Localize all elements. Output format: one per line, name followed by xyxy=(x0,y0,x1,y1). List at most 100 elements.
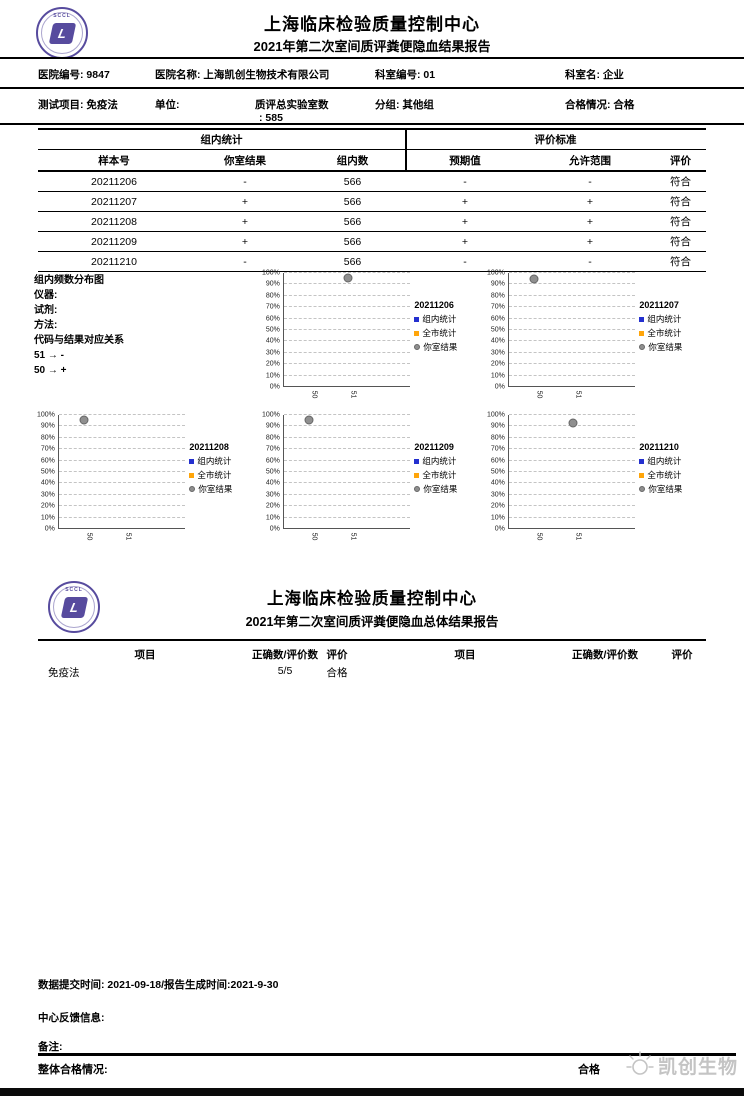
y-tick-label: 20% xyxy=(265,360,280,368)
col-sample-no: 样本号 xyxy=(98,154,130,167)
legend-item: 你室结果 xyxy=(189,483,259,495)
y-tick-label: 70% xyxy=(40,445,55,453)
dept-name-label: 科室名: xyxy=(565,69,600,81)
y-tick-label: 10% xyxy=(490,372,505,380)
gridline xyxy=(508,317,636,319)
table-cell: - xyxy=(588,175,592,188)
legend-marker-icon xyxy=(639,486,646,492)
page-bottom-bar xyxy=(0,1088,744,1096)
legend-label: 全市统计 xyxy=(422,470,457,480)
y-tick-label: 60% xyxy=(490,315,505,323)
group-value: 其他组 xyxy=(402,99,434,111)
table-row: 20211206 - 566 - - 符合 xyxy=(38,172,706,192)
legend-label: 全市统计 xyxy=(197,470,232,480)
y-tick-label: 30% xyxy=(490,349,505,357)
total-labs-value: : 585 xyxy=(259,112,283,124)
table-row: 20211208 +566 + + 符合 xyxy=(38,212,706,232)
report2-subtitle: 2021年第二次室间质评粪便隐血总体结果报告 xyxy=(245,615,499,629)
gridline xyxy=(283,363,411,365)
legend-label: 组内统计 xyxy=(647,456,682,466)
x-tick-label: 50 xyxy=(535,532,543,541)
center-feedback-label: 中心反馈信息: xyxy=(38,1012,105,1024)
gridline xyxy=(283,386,411,387)
y-tick-label: 80% xyxy=(40,434,55,442)
unit-label: 单位: xyxy=(155,99,180,111)
gridline xyxy=(283,459,411,461)
legend-item: 组内统计 xyxy=(414,455,484,467)
hospital-info-table: 医院编号: 9847 医院名称: 上海凯创生物技术有限公司 科室编号: 01 科… xyxy=(0,57,744,125)
col-expected: 预期值 xyxy=(449,154,481,167)
gridline xyxy=(58,505,186,507)
col-your-result: 你室结果 xyxy=(224,154,266,167)
y-tick-label: 20% xyxy=(490,360,505,368)
gridline xyxy=(508,351,636,353)
y-tick-label: 20% xyxy=(40,502,55,510)
legend-label: 全市统计 xyxy=(422,328,457,338)
your-lab-result-marker xyxy=(568,418,578,428)
table-cell: - xyxy=(243,255,247,268)
legend-item: 你室结果 xyxy=(639,341,709,353)
table-cell: + xyxy=(586,215,594,228)
r2-col-item-2: 项目 xyxy=(454,649,476,661)
gridline xyxy=(508,294,636,296)
y-tick-label: 100% xyxy=(261,269,280,277)
org-seal-logo: SCCL L xyxy=(48,581,100,633)
legend-item: 组内统计 xyxy=(414,313,484,325)
legend-swatch-icon xyxy=(414,472,420,478)
y-tick-label: 60% xyxy=(265,315,280,323)
gridline xyxy=(58,448,186,450)
gridline xyxy=(508,340,636,342)
chart-legend: 20211207 组内统计全市统计你室结果 xyxy=(639,273,709,413)
plot-area: 50 51 xyxy=(507,414,636,540)
reagent-label: 试剂: xyxy=(34,305,58,316)
legend-item: 组内统计 xyxy=(639,313,709,325)
test-item-value: 免疫法 xyxy=(86,99,118,111)
gridline xyxy=(283,471,411,472)
table-row: 20211210 - 566 - - 符合 xyxy=(38,252,706,272)
gridline xyxy=(283,283,411,285)
results-table: 组内统计 评价标准 样本号 你室结果 组内数 预期值 允许范围 评价 20211… xyxy=(38,128,706,272)
table-cell: 20211208 xyxy=(91,215,137,228)
gridline xyxy=(508,471,636,472)
gridline xyxy=(508,516,636,518)
legend-swatch-icon xyxy=(639,330,645,336)
dept-no-label: 科室编号: xyxy=(375,69,421,81)
gridline xyxy=(508,374,636,376)
y-axis: 0% 10% 20% 30% 40% 50% 60% 70% 80% 90% 100% xyxy=(484,270,508,391)
gridline xyxy=(283,294,411,296)
y-tick-label: 10% xyxy=(265,514,280,522)
legend-item: 全市统计 xyxy=(414,327,484,339)
gridline xyxy=(508,363,636,365)
y-tick-label: 40% xyxy=(265,479,280,487)
table-cell: 符合 xyxy=(670,196,691,208)
legend-swatch-icon xyxy=(639,458,645,464)
plot-area: 50 51 xyxy=(507,272,636,398)
group-header-row: 组内统计 评价标准 xyxy=(38,130,706,150)
r2-col-item-1: 项目 xyxy=(134,649,156,661)
seal-top-text: SCCL xyxy=(65,587,83,593)
table-cell: 符合 xyxy=(670,216,691,228)
table-row: 20211207 +566 + + 符合 xyxy=(38,192,706,212)
legend-item: 你室结果 xyxy=(639,483,709,495)
y-tick-label: 20% xyxy=(490,502,505,510)
legend-item: 组内统计 xyxy=(639,455,709,467)
test-item-field: 测试项目: 免疫法 xyxy=(38,97,118,112)
y-axis: 0% 10% 20% 30% 40% 50% 60% 70% 80% 90% 100% xyxy=(259,412,283,533)
r2-score-cell: 5/5 xyxy=(277,665,293,677)
table-cell: + xyxy=(586,235,594,248)
r2-col-correct-1: 正确数/评价数 xyxy=(252,649,318,661)
gridline xyxy=(508,329,636,330)
sun-logo-icon xyxy=(626,1051,654,1075)
chart-legend: 20211208 组内统计 全市统计 你室结果 xyxy=(189,415,259,555)
hospital-no-field: 医院编号: 9847 xyxy=(38,67,110,82)
gridline xyxy=(283,351,411,353)
legend-sample-id: 20211207 xyxy=(639,300,679,310)
table-cell: - xyxy=(463,255,467,268)
gridline xyxy=(283,493,411,495)
y-axis: 0% 10% 20% 30% 40% 50% 60% 70% 80% 90% 100% xyxy=(34,412,58,533)
x-tick-label: 50 xyxy=(310,532,318,541)
legend-label: 全市统计 xyxy=(647,328,682,338)
chart-legend: 20211210 组内统计 全市统计 你室结果 xyxy=(639,415,709,555)
summary-report: SCCL L 上海临床检验质量控制中心 2021年第二次室间质评粪便隐血总体结果… xyxy=(0,573,744,693)
